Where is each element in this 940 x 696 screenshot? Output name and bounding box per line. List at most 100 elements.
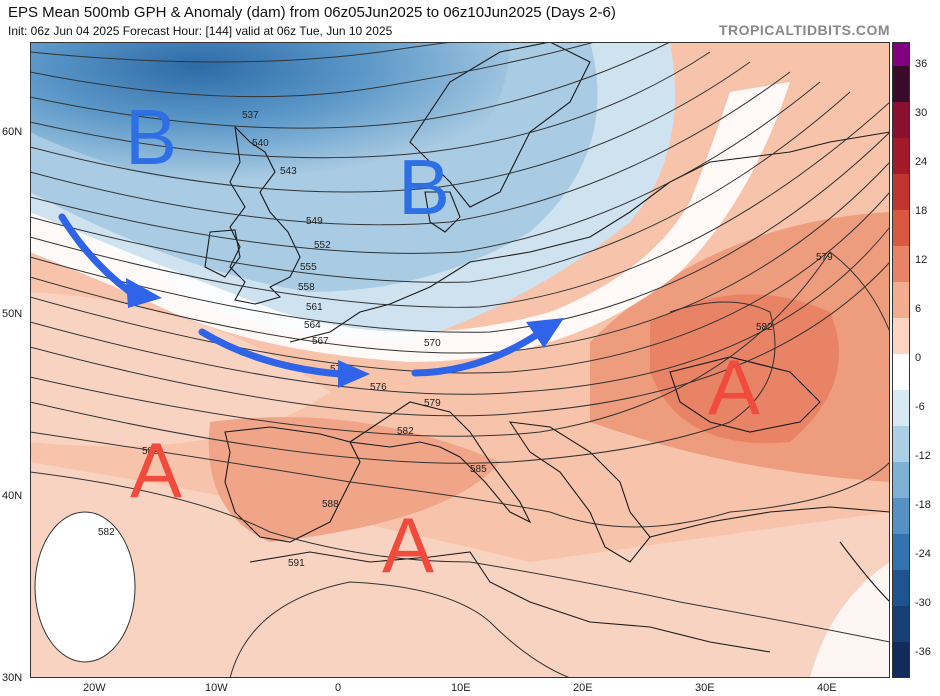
contour-label: 591	[288, 558, 305, 569]
lon-label: 0	[335, 682, 342, 694]
map-title: EPS Mean 500mb GPH & Anomaly (dam) from …	[8, 4, 616, 21]
coast-turkey	[649, 506, 890, 538]
contour-label: 582	[142, 446, 159, 457]
lat-label: 50N	[2, 308, 23, 320]
contour-label: 582	[756, 322, 773, 333]
coast-britain	[229, 125, 301, 305]
contour-label: 582	[397, 426, 414, 437]
high-marker-south: A	[382, 501, 434, 589]
colorbar-label: 6	[915, 303, 922, 315]
lon-label: 10W	[205, 682, 228, 694]
colorbar-swatch	[892, 42, 910, 66]
colorbar-label: -6	[915, 401, 925, 413]
arrowhead-2	[338, 360, 370, 388]
low-marker-north: B	[398, 143, 450, 231]
colorbar-swatch	[892, 498, 910, 535]
height-contours	[30, 42, 890, 678]
lat-label: 30N	[2, 672, 23, 684]
colorbar-label: -36	[915, 646, 931, 658]
coastlines	[204, 42, 890, 653]
contour-label: 564	[304, 320, 321, 331]
coast-scandinavia	[409, 42, 591, 208]
flow-arrow-3	[411, 330, 542, 377]
high-marker-east: A	[708, 343, 760, 431]
high-marker-west: A	[130, 426, 182, 514]
anomaly-warm-iberia	[208, 417, 500, 542]
flow-arrows	[58, 213, 542, 378]
contour-label: 555	[300, 262, 317, 273]
colorbar-swatch	[892, 462, 910, 499]
colorbar-label: -12	[915, 450, 931, 462]
colorbar-label: -24	[915, 548, 931, 560]
anomaly-neutral-band	[30, 82, 790, 362]
coast-balkans	[508, 421, 651, 563]
contour-label: 588	[322, 499, 339, 510]
coast-north-europe	[289, 131, 890, 343]
contour-label: 576	[370, 382, 387, 393]
anomaly-cold-core	[30, 42, 510, 205]
lon-label: 20W	[83, 682, 106, 694]
colorbar-swatch	[892, 174, 910, 211]
arrowhead-3	[526, 318, 564, 348]
contour-label: 585	[470, 464, 487, 475]
contour-label: 540	[252, 138, 269, 149]
colorbar-label: 36	[915, 58, 928, 70]
lat-label: 60N	[2, 126, 23, 138]
coast-iberia	[224, 426, 361, 543]
map-subtitle: Init: 06z Jun 04 2025 Forecast Hour: [14…	[8, 24, 393, 38]
coast-black-sea	[669, 356, 821, 433]
anomaly-lightwarm-west	[30, 292, 330, 447]
contour-label: 537	[242, 110, 259, 121]
contour-label: 543	[280, 166, 297, 177]
lon-label: 30E	[695, 682, 715, 694]
contour-label: 579	[816, 252, 833, 263]
colorbar-label: 30	[915, 107, 928, 119]
lat-label: 40N	[2, 490, 23, 502]
flow-arrow-2	[198, 328, 344, 378]
coast-ireland	[204, 229, 241, 278]
colorbar-swatch	[892, 426, 910, 463]
lon-label: 20E	[573, 682, 593, 694]
colorbar-swatch	[892, 210, 910, 247]
contour-label: 570	[424, 338, 441, 349]
colorbar-label: 0	[915, 352, 922, 364]
weather-map: 537 540 543 549 552 555 558 561 564 567 …	[30, 42, 890, 678]
colorbar-label: 18	[915, 205, 928, 217]
colorbar-swatch	[892, 102, 910, 139]
coast-north-africa	[249, 551, 771, 653]
coast-levant	[839, 541, 890, 603]
colorbar-swatch	[892, 354, 910, 391]
brand-watermark: TROPICALTIDBITS.COM	[718, 22, 890, 38]
colorbar-label: -18	[915, 499, 931, 511]
cold-spot-se	[810, 562, 890, 678]
contour-label: 552	[314, 240, 331, 251]
colorbar-label: 24	[915, 156, 928, 168]
contour-label: 561	[306, 302, 323, 313]
low-marker-west: B	[125, 93, 177, 181]
colorbar-label: -30	[915, 597, 931, 609]
colorbar-swatch	[892, 138, 910, 175]
contour-label-group: 537 540 543 549 552 555 558 561 564 567 …	[98, 110, 833, 569]
colorbar-swatch	[892, 66, 910, 103]
cold-spot-sw	[35, 512, 135, 662]
contour-label: 558	[298, 282, 315, 293]
contour-label: 579	[424, 398, 441, 409]
flow-arrow-1	[58, 213, 134, 296]
coast-italy-france	[348, 401, 532, 524]
anomaly-warm-core	[650, 294, 839, 444]
lon-label: 10E	[451, 682, 471, 694]
contour-label: 549	[306, 216, 323, 227]
contour-label: 582	[98, 527, 115, 538]
colorbar-label: 12	[915, 254, 928, 266]
colorbar-swatch	[892, 390, 910, 427]
coast-denmark	[424, 191, 461, 233]
arrowhead-1	[126, 278, 162, 308]
colorbar-swatch	[892, 246, 910, 283]
colorbar-swatch	[892, 606, 910, 643]
arrowheads	[126, 278, 564, 388]
colorbar-swatch	[892, 642, 910, 678]
colorbar-swatch	[892, 534, 910, 571]
lon-label: 40E	[817, 682, 837, 694]
anomaly-colorbar	[892, 42, 910, 678]
colorbar-swatch	[892, 282, 910, 319]
